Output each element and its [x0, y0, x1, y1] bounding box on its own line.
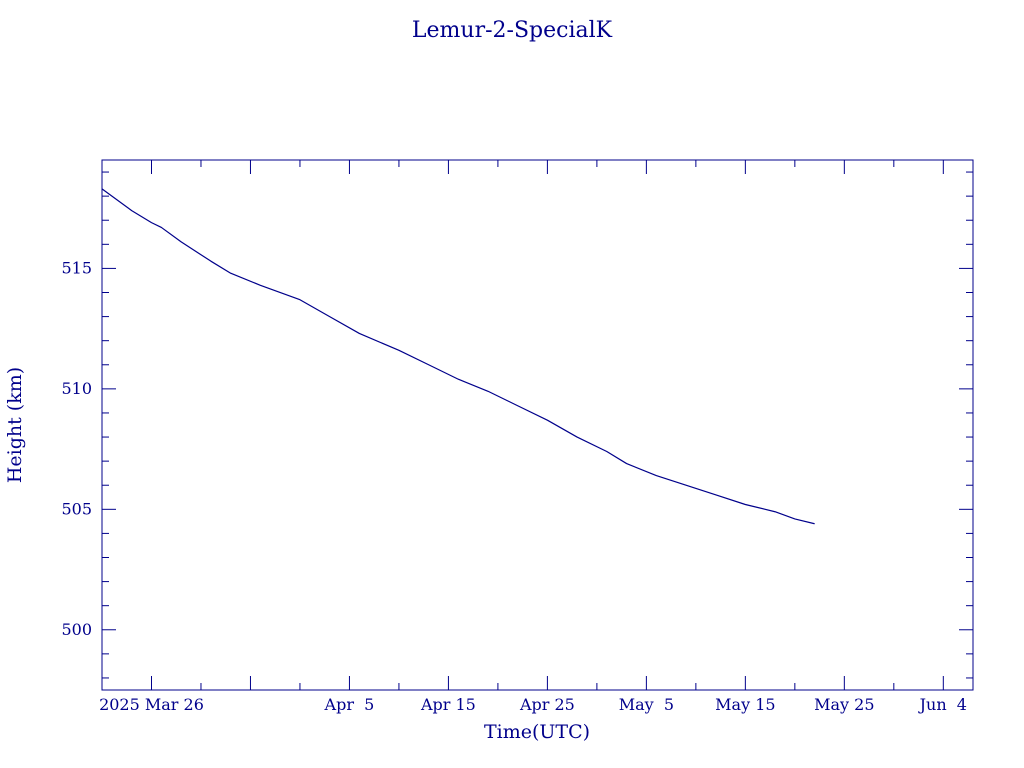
- y-axis-title: Height (km): [4, 367, 26, 483]
- x-tick-label: May 25: [814, 695, 874, 714]
- x-axis-title: Time(UTC): [484, 721, 590, 743]
- x-tick-label: Apr 25: [519, 695, 575, 714]
- x-tick-label: May 15: [715, 695, 775, 714]
- y-tick-label: 510: [61, 379, 92, 398]
- x-tick-label: 2025 Mar 26: [99, 695, 204, 714]
- y-axis: 500 505 510 515: [61, 171, 973, 679]
- x-tick-label: Jun 4: [918, 695, 967, 714]
- x-tick-label: May 5: [619, 695, 674, 714]
- series-group: [101, 188, 815, 525]
- x-tick-label: Apr 15: [420, 695, 476, 714]
- y-tick-label: 515: [61, 258, 92, 277]
- series-line: [101, 188, 815, 525]
- y-tick-label: 505: [61, 499, 92, 518]
- x-axis: 2025 Mar 26 Apr 5 Apr 15 Apr 25 May 5 May 15 M…: [99, 160, 967, 714]
- y-tick-label: 500: [61, 620, 92, 639]
- x-tick-label: Apr 5: [324, 695, 375, 714]
- chart-title: Lemur-2-SpecialK: [412, 18, 613, 43]
- plot-frame: [101, 159, 974, 691]
